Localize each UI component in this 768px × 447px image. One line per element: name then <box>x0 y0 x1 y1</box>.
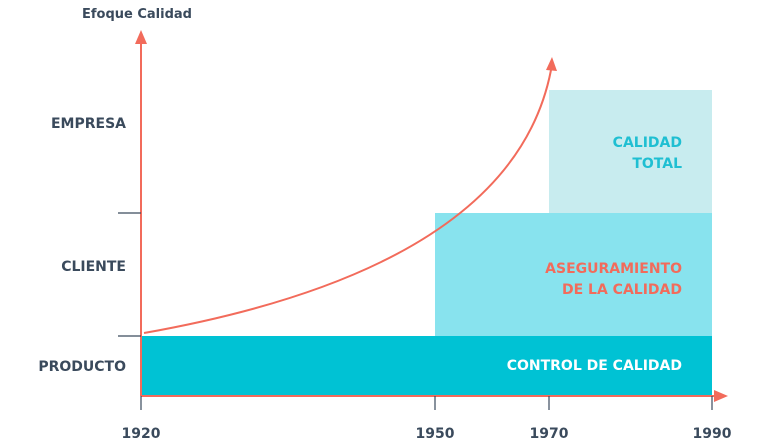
growth-curve <box>143 69 552 334</box>
calidad-total-label: CALIDAD TOTAL <box>613 133 682 175</box>
calidad-total-line2: TOTAL <box>632 156 682 172</box>
level-producto: PRODUCTO <box>38 359 126 375</box>
aseguramiento-block <box>435 213 712 336</box>
x-axis-arrow <box>714 390 728 402</box>
level-cliente: CLIENTE <box>61 259 126 275</box>
y-axis-arrow <box>135 30 147 44</box>
calidad-total-block <box>549 90 712 213</box>
diagram-title: Efoque Calidad <box>82 7 192 22</box>
year-1920: 1920 <box>121 426 161 442</box>
growth-curve-arrow <box>546 57 557 71</box>
year-1970: 1970 <box>529 426 569 442</box>
control-calidad-label: CONTROL DE CALIDAD <box>506 358 682 374</box>
control-calidad-block <box>141 336 712 396</box>
aseguramiento-line2: DE LA CALIDAD <box>561 282 682 298</box>
aseguramiento-line1: ASEGURAMIENTO <box>545 261 682 277</box>
level-empresa: EMPRESA <box>50 116 126 132</box>
year-1950: 1950 <box>415 426 455 442</box>
aseguramiento-label: ASEGURAMIENTO DE LA CALIDAD <box>545 259 682 301</box>
year-1990: 1990 <box>692 426 732 442</box>
calidad-total-line1: CALIDAD <box>612 135 682 151</box>
